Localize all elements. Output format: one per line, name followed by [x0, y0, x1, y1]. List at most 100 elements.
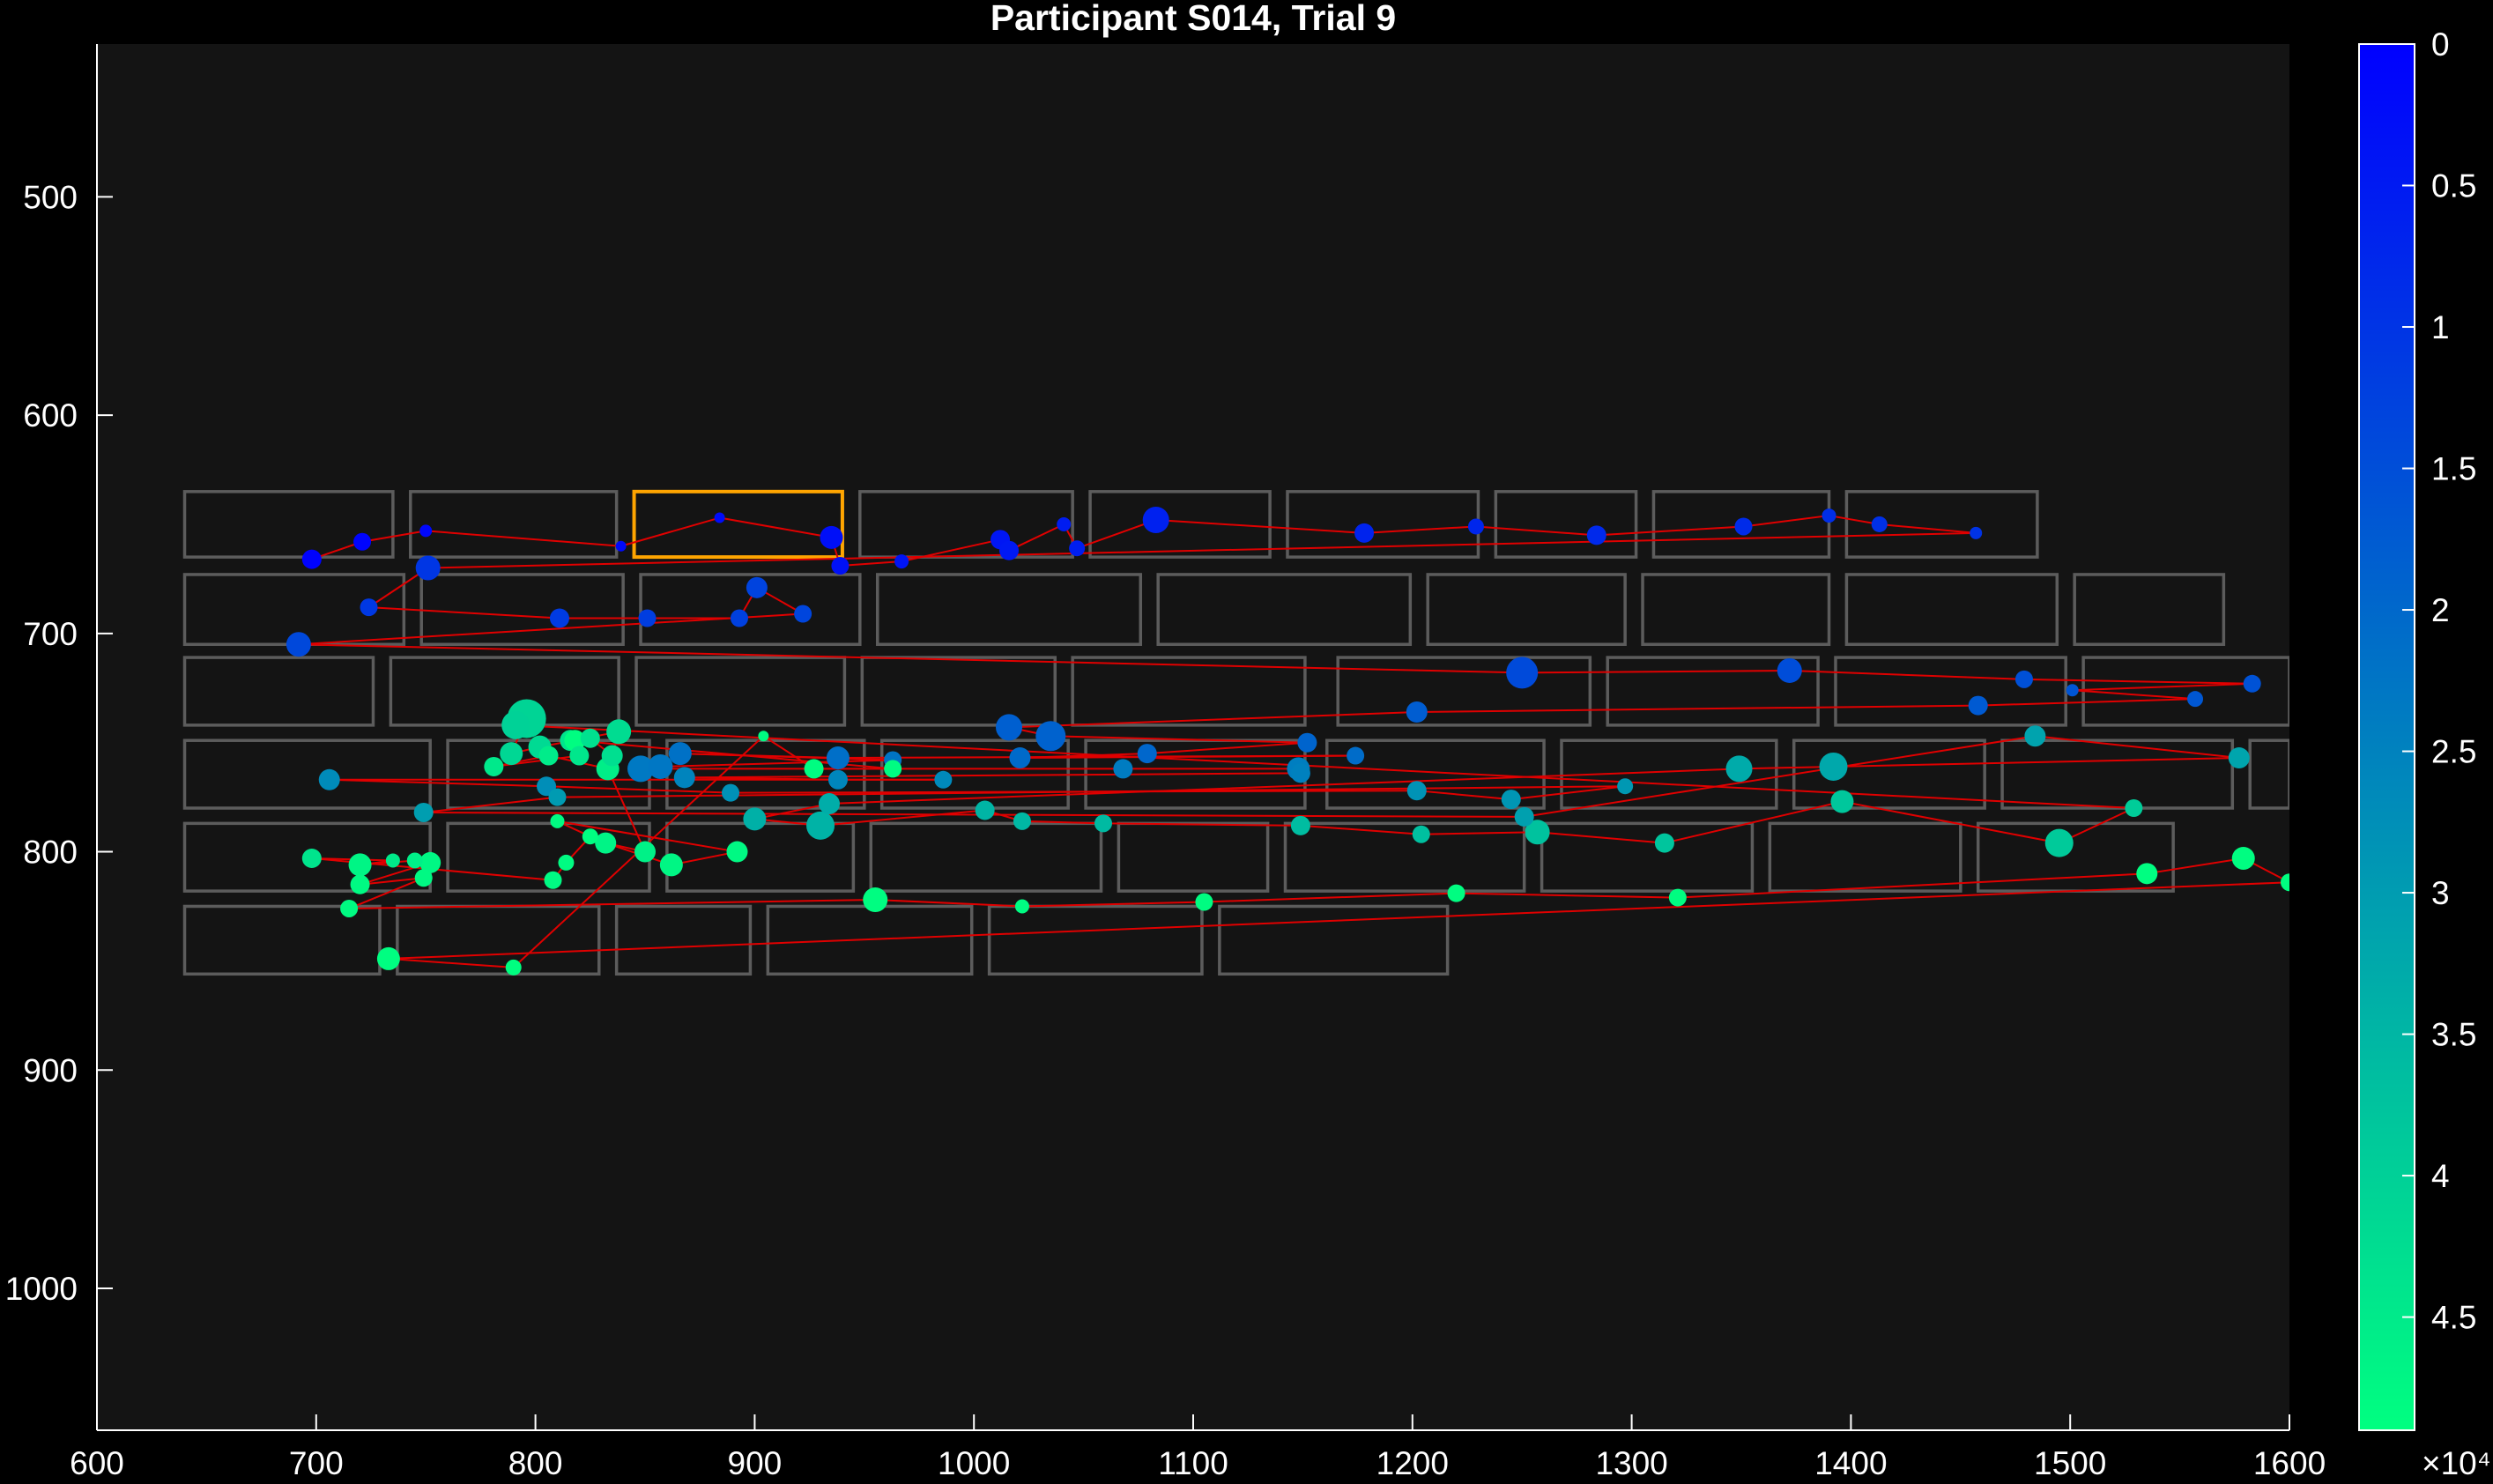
- fixation-point: [348, 853, 372, 877]
- scanpath-segment: [388, 881, 2289, 960]
- x-tick-label: 600: [70, 1445, 124, 1481]
- colorbar-tick-label: 4: [2431, 1158, 2450, 1194]
- fixation-point: [550, 813, 565, 828]
- word-box: [639, 573, 862, 646]
- scanpath-segment: [754, 803, 830, 820]
- fixation-point: [648, 753, 673, 779]
- scanpath-segment: [368, 606, 560, 620]
- fixation-points: [286, 507, 2289, 976]
- word-box: [1651, 490, 1831, 559]
- colorbar: 0 0.5 1 1.5 2 2.5 3 3.5 4 4.5 ×10⁴: [2358, 26, 2491, 1481]
- fixation-point: [1013, 812, 1031, 830]
- scanpath-segment: [1008, 711, 1417, 729]
- colorbar-tick-label: 1: [2431, 309, 2450, 345]
- scanpath-segment: [516, 723, 2134, 810]
- colorbar-tick-label: 0.5: [2431, 168, 2476, 204]
- fixation-point: [1113, 759, 1133, 779]
- fixation-point: [413, 802, 434, 822]
- x-tick-label: 1400: [1814, 1445, 1887, 1481]
- y-tick-label: 800: [23, 835, 78, 871]
- word-box: [634, 656, 847, 727]
- scanpath-segment: [1146, 741, 1308, 755]
- fixation-point: [548, 788, 567, 806]
- scanpath-segment: [1524, 735, 2036, 818]
- scanpath-segment: [2072, 682, 2252, 692]
- fixation-point: [804, 759, 824, 779]
- word-box: [875, 573, 1143, 646]
- word-box: [1218, 904, 1450, 976]
- word-box: [182, 656, 375, 727]
- word-box: [1325, 738, 1546, 810]
- scanpath-segment: [1664, 800, 1843, 844]
- fixation-point: [350, 874, 370, 894]
- fixation-point: [601, 745, 623, 767]
- word-box: [182, 904, 382, 976]
- scanpath-segment: [1456, 892, 1678, 899]
- fixation-point: [2125, 799, 2143, 818]
- fixation-point: [615, 540, 627, 552]
- fixation-point: [758, 731, 769, 742]
- fixation-point: [730, 609, 748, 627]
- scanpath-segment: [1204, 892, 1457, 903]
- fixation-point: [1290, 815, 1310, 835]
- fixation-point: [1871, 516, 1888, 532]
- fixation-point: [934, 770, 953, 789]
- fixation-point: [1014, 899, 1029, 914]
- fixation-point: [415, 555, 441, 581]
- fixation-point: [1009, 747, 1031, 769]
- scanpath-segment: [1155, 519, 1365, 534]
- word-box: [1494, 490, 1638, 559]
- word-box: [1426, 573, 1627, 646]
- scanpath-segment: [1537, 831, 1666, 844]
- colorbar-tick-label: 1.5: [2431, 451, 2476, 487]
- x-tick-label: 1300: [1595, 1445, 1667, 1481]
- fixation-point: [1668, 888, 1687, 907]
- fixation-point: [2228, 747, 2250, 769]
- word-box: [858, 490, 1074, 559]
- x-tick-label: 1100: [1158, 1445, 1228, 1481]
- fixation-point: [484, 756, 504, 776]
- fixation-point: [582, 828, 598, 845]
- fixation-point: [1354, 523, 1375, 543]
- axes: 600 700 800 900 1000 1100 1200 1300 1400 1500 1600…: [5, 44, 2326, 1481]
- word-box: [1156, 573, 1413, 646]
- scanpath-segment: [1510, 785, 1626, 801]
- scanpath-segment: [1008, 523, 1065, 552]
- scanpath-segment: [837, 754, 1356, 760]
- plot-area: [97, 44, 2289, 1430]
- scanpath-segment: [1076, 519, 1157, 550]
- word-box: [1606, 656, 1820, 727]
- scanpath-segment: [423, 796, 558, 813]
- scanpath-segment: [1977, 698, 2196, 707]
- fixation-point: [2066, 684, 2079, 697]
- colorbar-tick-label: 2: [2431, 592, 2450, 628]
- scanpath-segment: [828, 768, 1740, 805]
- fixation-point: [2014, 670, 2033, 688]
- x-tick-label: 900: [728, 1445, 783, 1481]
- fixation-point: [376, 946, 400, 970]
- word-box: [182, 490, 395, 559]
- scanpath-segment: [329, 778, 547, 788]
- word-box: [1844, 490, 2039, 559]
- scanpath-segment: [1677, 872, 2148, 899]
- fixation-point: [1968, 695, 1988, 716]
- fixation-point: [634, 841, 656, 863]
- fixation-point: [884, 760, 902, 778]
- scanpath-segment: [348, 877, 425, 909]
- scanpath-segment: [820, 809, 985, 827]
- fixation-point: [659, 853, 683, 877]
- fixation-point: [1035, 721, 1066, 752]
- x-tick-label: 1200: [1376, 1445, 1449, 1481]
- word-box: [1283, 821, 1526, 893]
- colorbar-frame: [2358, 43, 2415, 1431]
- scanpath-segment: [1879, 523, 1977, 534]
- x-tick-label: 800: [508, 1445, 563, 1481]
- fixation-point: [1617, 778, 1634, 795]
- scanpath-segment: [1364, 525, 1477, 534]
- fixation-point: [1137, 744, 1157, 764]
- colorbar-tick-label: 2.5: [2431, 734, 2476, 770]
- fixation-point: [1725, 755, 1753, 783]
- word-box: [1768, 821, 1962, 893]
- y-tick-label: 600: [23, 397, 78, 434]
- fixation-point: [1501, 790, 1521, 810]
